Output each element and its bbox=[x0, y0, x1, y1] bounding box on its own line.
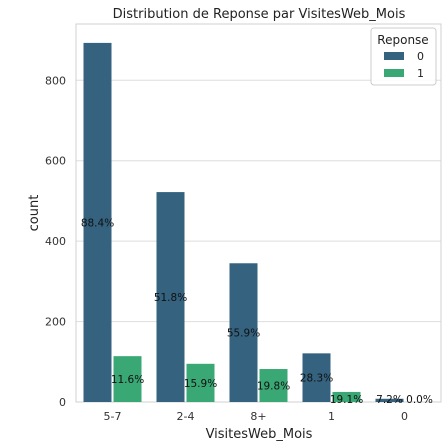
bar-series-1-8+ bbox=[259, 369, 288, 402]
legend-swatch bbox=[384, 69, 404, 77]
bar-data-label: 0.0% bbox=[406, 394, 433, 406]
legend: Reponse 0 1 bbox=[370, 27, 437, 86]
bar-series-1-5-7 bbox=[113, 356, 142, 402]
x-tick-label: 1 bbox=[328, 410, 335, 423]
legend-label: 1 bbox=[417, 67, 424, 80]
bar-series-0-0 bbox=[375, 398, 404, 402]
x-tick-label: 0 bbox=[401, 410, 408, 423]
bar-data-label: 7.2% bbox=[376, 394, 403, 406]
y-axis-label: count bbox=[27, 195, 42, 232]
bar-series-1-1 bbox=[332, 391, 361, 402]
chart-title: Distribution de Reponse par VisitesWeb_M… bbox=[113, 7, 406, 22]
bar-series-0-2-4 bbox=[156, 192, 185, 402]
x-tick-label: 5-7 bbox=[104, 410, 122, 423]
bar-data-label: 11.6% bbox=[111, 374, 144, 386]
bar-series-0-5-7 bbox=[83, 42, 112, 403]
y-tick-label: 0 bbox=[59, 396, 66, 409]
bar-series-0-1 bbox=[302, 353, 331, 402]
bar-data-label: 19.1% bbox=[330, 394, 363, 406]
bar-data-label: 88.4% bbox=[81, 217, 114, 229]
bar-data-label: 28.3% bbox=[300, 373, 333, 385]
y-axis-ticks: 0 200 400 600 800 bbox=[45, 74, 66, 409]
legend-title: Reponse bbox=[377, 33, 428, 47]
legend-swatch bbox=[384, 52, 404, 60]
bar-labels: 88.4% 51.8% 55.9% 28.3% 7.2% 11.6% 15.9% 19.8% 1… bbox=[81, 217, 433, 406]
y-tick-label: 400 bbox=[45, 235, 66, 248]
plot-area bbox=[75, 23, 442, 403]
bars bbox=[83, 42, 404, 403]
bar-data-label: 55.9% bbox=[227, 328, 260, 340]
bar-data-label: 15.9% bbox=[184, 378, 217, 390]
y-tick-label: 800 bbox=[45, 74, 66, 87]
bar-series-1-2-4 bbox=[186, 363, 215, 402]
x-axis-label: VisitesWeb_Mois bbox=[206, 427, 313, 442]
bar-data-label: 51.8% bbox=[154, 292, 187, 304]
bar-data-label: 19.8% bbox=[257, 381, 290, 393]
y-tick-label: 200 bbox=[45, 316, 66, 329]
bar-series-0-8+ bbox=[229, 263, 258, 402]
x-axis-ticks: 5-7 2-4 8+ 1 0 bbox=[104, 410, 408, 423]
x-tick-label: 2-4 bbox=[177, 410, 195, 423]
x-tick-label: 8+ bbox=[250, 410, 266, 423]
y-tick-label: 600 bbox=[45, 155, 66, 168]
grid-lines bbox=[76, 79, 441, 403]
legend-label: 0 bbox=[417, 50, 424, 63]
